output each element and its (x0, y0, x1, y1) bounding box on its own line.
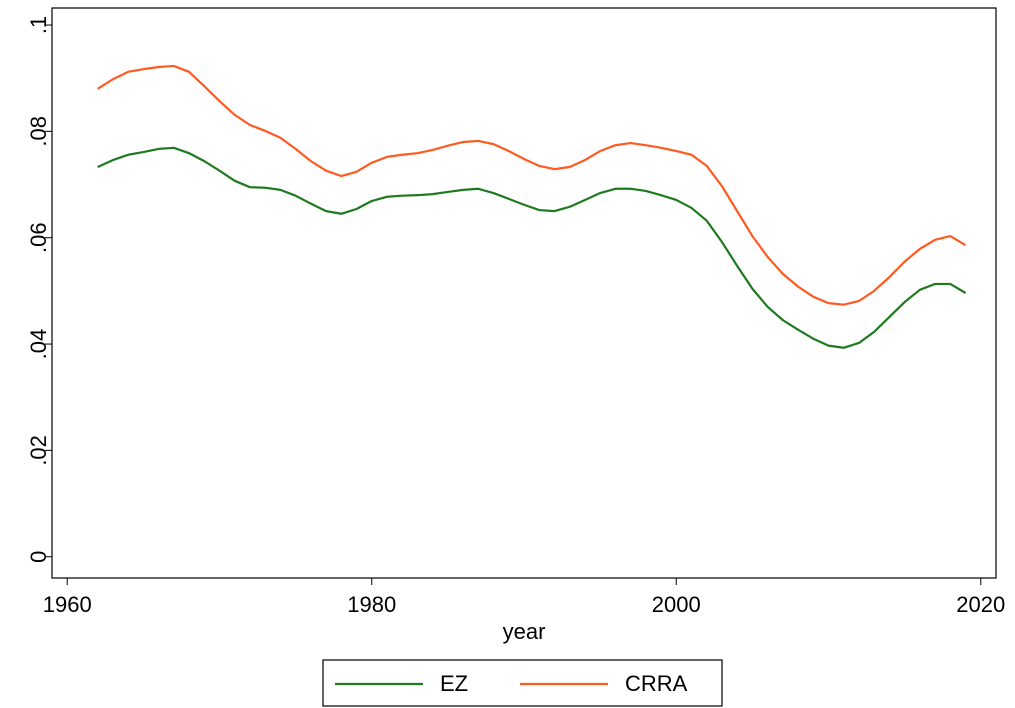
y-tick-label: .02 (26, 435, 51, 466)
y-tick-label: 0 (26, 551, 51, 563)
line-series (97, 64, 967, 306)
legend-label: EZ (440, 671, 468, 696)
x-tick-label: 2000 (652, 592, 701, 617)
x-axis-label: year (503, 619, 546, 644)
y-tick-label: .04 (26, 329, 51, 360)
line-series (97, 146, 967, 349)
x-tick-label: 2020 (956, 592, 1005, 617)
legend-frame (322, 659, 723, 707)
y-tick-label: .06 (26, 222, 51, 253)
x-tick-label: 1960 (43, 592, 92, 617)
x-tick-label: 1980 (347, 592, 396, 617)
plot-frame (51, 7, 997, 579)
y-tick-label: .1 (26, 16, 51, 34)
legend-label: CRRA (625, 671, 688, 696)
y-tick-label: .08 (26, 116, 51, 147)
